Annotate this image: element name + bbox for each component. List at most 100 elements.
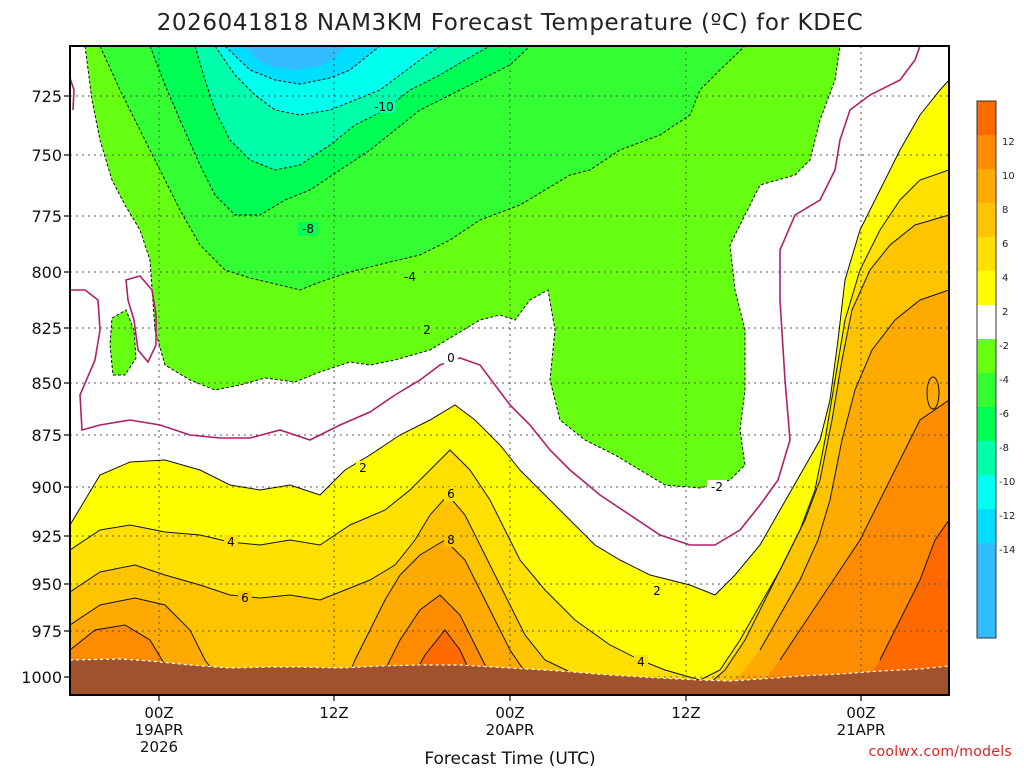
contour-zero <box>70 46 921 546</box>
contour-neg6 <box>149 46 531 216</box>
colorbar-label: -14 <box>999 545 1015 556</box>
contour-label-bg <box>298 222 318 236</box>
colorbar-label: 12 <box>1002 137 1015 148</box>
contour-6 <box>70 214 949 684</box>
colorbar-swatch-neg8 <box>977 441 996 475</box>
y-tick-label: 1000 <box>21 668 62 687</box>
colorbar-swatch-neg12 <box>977 509 996 543</box>
contour-small-cell <box>926 376 940 410</box>
colorbar: 12 10 8 6 4 2 -2 -4 -6 -8 -10 -12 -14 <box>976 100 1015 639</box>
y-tick-label: 900 <box>31 478 62 497</box>
y-tick-label: 750 <box>31 146 62 165</box>
contour-neg12 <box>224 46 381 85</box>
contour-label: 4 <box>637 655 645 669</box>
contour-4 <box>70 169 949 681</box>
contour-label-bg <box>444 351 458 365</box>
y-tick-label: 800 <box>31 263 62 282</box>
contour-label: -10 <box>374 100 394 114</box>
colorbar-swatch-8-10 <box>977 169 996 203</box>
band-neg14 <box>245 46 345 70</box>
x-axis-label: Forecast Time (UTC) <box>424 749 595 768</box>
contour-label: 6 <box>447 487 455 501</box>
contour-labels: -10 -8 -4 2 0 2 6 8 4 6 2 4 -2 <box>224 99 727 669</box>
colorbar-label: -6 <box>999 409 1009 420</box>
contour-neg4 <box>99 46 746 291</box>
contour-label: 4 <box>227 535 235 549</box>
y-tick-label: 725 <box>31 87 62 106</box>
contour-label-bg <box>356 461 370 475</box>
contour-12 <box>409 519 949 683</box>
colorbar-swatch-neg6 <box>977 407 996 441</box>
credit-text: coolwx.com/models <box>868 744 1012 760</box>
colorbar-swatch-neg2 <box>977 339 996 373</box>
contour-label-bg <box>224 535 238 549</box>
colorbar-swatch-zero <box>977 305 996 339</box>
contour-label-bg <box>444 533 458 547</box>
x-tick-date: 19APR <box>135 721 184 739</box>
band-4 <box>70 170 949 695</box>
contour-label-bg <box>444 487 458 501</box>
ground <box>70 659 949 695</box>
y-tick-label: 950 <box>31 575 62 594</box>
colorbar-label: 6 <box>1002 239 1008 250</box>
y-tick-label: 775 <box>31 207 62 226</box>
colorbar-label: 2 <box>1002 307 1008 318</box>
colorbar-label: 4 <box>1002 273 1008 284</box>
positive-contours <box>70 79 949 686</box>
contour-label: 2 <box>653 584 661 598</box>
colorbar-label: 8 <box>1002 205 1008 216</box>
contour-label-bg <box>634 655 648 669</box>
contour-label-bg <box>372 99 396 113</box>
contour-label-bg <box>238 591 252 605</box>
contour-label: 0 <box>447 351 455 365</box>
x-tick-date: 20APR <box>486 721 535 739</box>
contour-neg2 <box>84 46 841 489</box>
contour-label: 8 <box>447 533 455 547</box>
contour-2 <box>70 79 949 596</box>
colorbar-swatch-neg10 <box>977 475 996 509</box>
colorbar-label: -2 <box>999 341 1009 352</box>
band-neg2-lobe <box>110 310 136 375</box>
y-axis: 725 750 775 800 825 850 875 900 925 950 … <box>21 87 70 687</box>
y-tick-label: 825 <box>31 319 62 338</box>
colorbar-swatch-neg14 <box>977 543 996 638</box>
contour-neg10 <box>214 46 441 116</box>
contour-label-bg <box>707 480 727 494</box>
contour-label: -4 <box>404 270 416 284</box>
contour-label-bg <box>420 323 434 337</box>
contour-label-bg <box>650 584 664 598</box>
y-tick-label: 925 <box>31 527 62 546</box>
contour-zero-edge <box>70 77 75 111</box>
colorbar-swatch-2-4 <box>977 271 996 305</box>
contour-neg2-lobe <box>109 309 137 376</box>
x-tick-label: 00Z <box>846 704 875 722</box>
colorbar-swatch-10-12 <box>977 135 996 169</box>
x-tick-date: 21APR <box>837 721 886 739</box>
contour-label-bg <box>400 270 420 284</box>
x-tick-label: 12Z <box>671 704 700 722</box>
contour-label: 2 <box>359 461 367 475</box>
contour-zero-lobe <box>125 275 157 364</box>
colorbar-frame <box>976 100 997 639</box>
y-tick-label: 975 <box>31 622 62 641</box>
x-axis: 00Z 19APR 2026 12Z 00Z 20APR 12Z 00Z 21A… <box>135 695 886 756</box>
x-tick-label: 12Z <box>319 704 348 722</box>
chart-title: 2026041818 NAM3KM Forecast Temperature (… <box>157 10 864 36</box>
y-tick-label: 875 <box>31 426 62 445</box>
colorbar-swatch-12-up <box>977 101 996 135</box>
x-tick-year: 2026 <box>140 738 178 756</box>
colorbar-label: -12 <box>999 511 1015 522</box>
colorbar-swatch-4-6 <box>977 237 996 271</box>
contour-label: -8 <box>302 222 314 236</box>
contour-label: -2 <box>711 480 723 494</box>
colorbar-label: -8 <box>999 443 1009 454</box>
colorbar-swatch-6-8 <box>977 203 996 237</box>
colorbar-label: 10 <box>1002 171 1015 182</box>
colorbar-swatch-neg4 <box>977 373 996 407</box>
y-tick-label: 850 <box>31 374 62 393</box>
negative-contours <box>84 46 841 489</box>
contour-label: 2 <box>423 323 431 337</box>
contour-neg8 <box>194 46 491 171</box>
contour-label: 6 <box>241 591 249 605</box>
x-tick-label: 00Z <box>495 704 524 722</box>
